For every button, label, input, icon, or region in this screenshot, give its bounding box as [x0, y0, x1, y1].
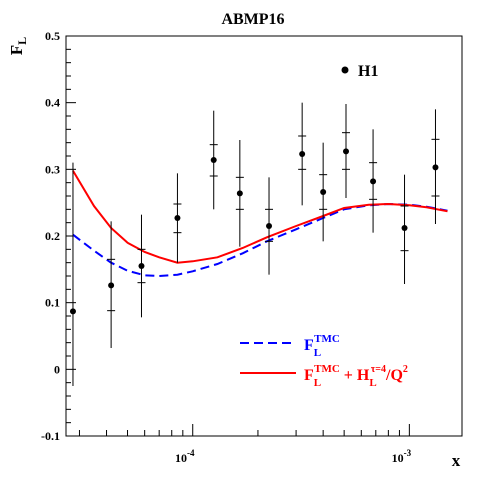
- data-marker: [138, 263, 145, 269]
- x-tick-label: 10-4: [175, 448, 195, 465]
- legend-h1-label: H1: [358, 63, 378, 80]
- curve-tmc-ht: [72, 170, 448, 264]
- x-tick-label-exponent: -4: [187, 448, 195, 458]
- x-tick-label-base: 10: [392, 451, 404, 465]
- data-point: [431, 109, 440, 224]
- y-axis-label-sub: L: [15, 37, 29, 45]
- x-tick-label: 10-3: [392, 448, 412, 465]
- data-point: [69, 162, 76, 386]
- data-point: [400, 174, 409, 284]
- data-marker: [266, 223, 273, 229]
- data-marker: [370, 178, 377, 185]
- data-marker: [299, 151, 306, 157]
- data-marker: [432, 164, 439, 171]
- axis-ticks: -0.100.10.20.30.40.510-4 10-3: [41, 29, 412, 465]
- data-marker: [236, 190, 243, 197]
- y-tick-label: 0.5: [45, 29, 60, 43]
- data-point: [319, 142, 328, 242]
- data-points: [69, 102, 440, 386]
- x-axis-label: x: [452, 451, 461, 470]
- legend-label-tmc-ht: FLTMC + HLτ=4/Q2: [304, 363, 408, 389]
- data-marker: [108, 282, 115, 289]
- legend-label-tmc: FLTMC: [304, 333, 340, 359]
- y-axis-label-main: F: [7, 45, 26, 55]
- y-tick-label: 0.1: [45, 296, 60, 310]
- data-marker: [343, 148, 350, 155]
- y-tick-label: 0.4: [45, 96, 60, 110]
- y-tick-label: 0.3: [45, 162, 60, 176]
- data-point: [265, 177, 274, 275]
- x-tick-label-base: 10: [175, 451, 187, 465]
- y-axis-label: FL: [7, 37, 29, 55]
- data-marker: [69, 308, 76, 315]
- data-point: [369, 129, 378, 233]
- y-tick-label: 0.2: [45, 229, 60, 243]
- model-curves: [72, 170, 448, 278]
- data-point: [209, 110, 218, 210]
- data-point: [173, 173, 182, 263]
- data-point: [298, 102, 307, 206]
- x-tick-label-exponent: -3: [404, 448, 412, 458]
- y-tick-label: -0.1: [41, 429, 60, 443]
- legend-h1-marker: [341, 66, 349, 74]
- data-marker: [320, 189, 327, 195]
- data-point: [235, 140, 244, 247]
- chart-title: ABMP16: [221, 11, 284, 28]
- data-marker: [401, 225, 408, 231]
- data-point: [342, 104, 351, 198]
- data-marker: [210, 157, 217, 163]
- legend: H1 FLTMC FLTMC + HLτ=4/Q2: [240, 63, 408, 389]
- data-point: [107, 221, 116, 348]
- data-point: [137, 214, 146, 318]
- y-tick-label: 0: [54, 362, 60, 376]
- data-marker: [174, 215, 181, 221]
